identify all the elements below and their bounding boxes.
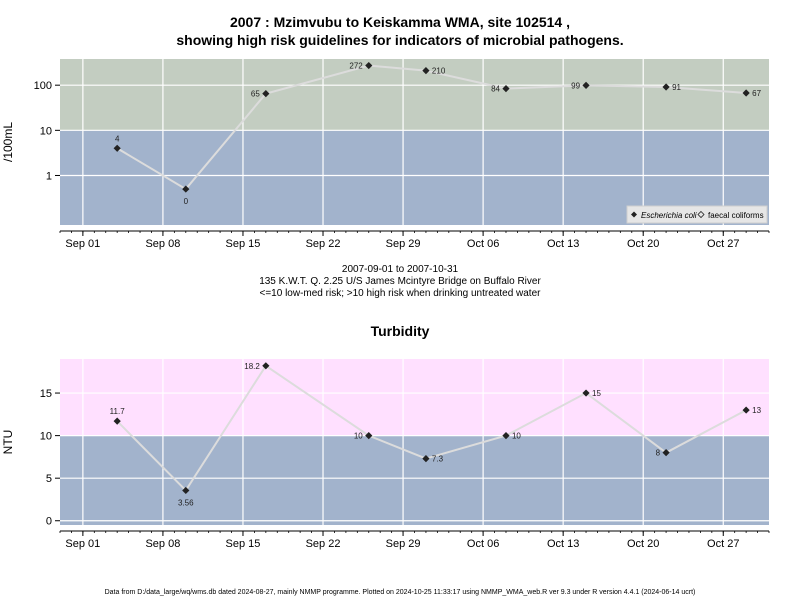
panel2-data-label: 8: [656, 449, 661, 458]
panel1-data-label: 272: [349, 62, 363, 71]
panel1-data-label: 0: [184, 197, 189, 206]
panel2-high-risk-band: [60, 359, 769, 436]
panel1-data-label: 4: [115, 134, 120, 143]
panel2-data-point: [662, 449, 670, 457]
panel1-ytick-label: 10: [40, 125, 52, 137]
legend-ecoli-marker: [631, 211, 637, 218]
panel2-ytick-label: 0: [46, 516, 52, 528]
panel1-high-risk-band: [60, 59, 769, 131]
panel1-ylabel: /100mL: [1, 122, 15, 162]
panel2-data-label: 15: [592, 389, 601, 398]
panel2-data-label: 10: [512, 432, 521, 441]
panel1-data-label: 84: [491, 85, 500, 94]
panel2-data-point: [742, 406, 750, 414]
panel2-xtick-label: Oct 06: [467, 538, 499, 550]
panel2-low-risk-band: [60, 435, 769, 525]
panel2-data-point: [502, 432, 510, 440]
panel2-xtick-label: Sep 08: [145, 538, 180, 550]
panel2-xtick-label: Sep 01: [65, 538, 100, 550]
chart-title-line1: 2007 : Mzimvubu to Keiskamma WMA, site 1…: [229, 14, 570, 30]
panel1-xtick-label: Sep 01: [65, 238, 100, 250]
panel1-data-point: [262, 90, 270, 98]
panel1-data-point: [113, 144, 121, 152]
panel1-data-point: [742, 89, 750, 97]
panel2-ytick-label: 15: [40, 388, 52, 400]
panel1-xtick-label: Sep 22: [306, 238, 341, 250]
panel2-xtick-label: Sep 29: [386, 538, 421, 550]
panel1-xtick-label: Sep 29: [386, 238, 421, 250]
panel2-data-label: 7.3: [432, 455, 444, 464]
panel2-xtick-label: Oct 13: [547, 538, 579, 550]
panel2-xtick-label: Oct 27: [707, 538, 739, 550]
chart-title-line2: showing high risk guidelines for indicat…: [176, 32, 624, 48]
panel1-data-label: 210: [432, 67, 446, 76]
panel2-data-point: [582, 389, 590, 397]
panel1-data-point: [502, 84, 510, 93]
panel1-data-point: [582, 81, 590, 89]
panel1-data-point: [365, 61, 373, 70]
risk-caption: <=10 low-med risk; >10 high risk when dr…: [259, 288, 541, 299]
panel1-data-point: [422, 67, 430, 75]
panel2-ytick-label: 10: [40, 431, 52, 443]
panel1-xtick-label: Sep 08: [145, 238, 180, 250]
panel2-data-point: [262, 362, 270, 370]
data-source-footer: Data from D:/data_large/wq/wms.db dated …: [104, 589, 696, 596]
panel1-data-label: 67: [752, 89, 761, 98]
legend-faecal-label: faecal coliforms: [708, 211, 764, 220]
panel2-data-label: 3.56: [178, 498, 194, 507]
legend-box: [626, 205, 768, 224]
panel2-data-point: [182, 486, 190, 495]
panel2-ytick-label: 5: [46, 473, 52, 485]
panel1-xtick-label: Oct 20: [627, 238, 659, 250]
panel2-data-label: 10: [354, 432, 363, 441]
date-range-caption: 2007-09-01 to 2007-10-31: [341, 264, 459, 275]
panel1-data-point: [182, 185, 190, 193]
panel2-data-label: 11.7: [110, 407, 126, 416]
panel2-data-label: 18.2: [244, 362, 260, 371]
panel1-xtick-label: Oct 27: [707, 238, 739, 250]
panel1-ytick-label: 1: [46, 170, 52, 182]
panel1-data-point: [662, 83, 670, 91]
panel2-data-point: [422, 455, 430, 463]
legend-faecal-marker: [697, 210, 705, 219]
panel1-data-label: 65: [251, 90, 260, 99]
panel1-data-label: 99: [571, 81, 580, 90]
site-caption: 135 K.W.T. Q. 2.25 U/S James Mcintyre Br…: [259, 276, 541, 287]
panel2-data-point: [365, 432, 373, 440]
panel1-xtick-label: Oct 06: [467, 238, 499, 250]
panel2-data-point: [113, 417, 121, 425]
panel2-xtick-label: Sep 15: [226, 538, 261, 550]
panel2-xtick-label: Sep 22: [306, 538, 341, 550]
panel1-xtick-label: Oct 13: [547, 238, 579, 250]
panel2-ylabel: NTU: [1, 430, 15, 455]
turbidity-title: Turbidity: [370, 323, 430, 339]
panel2-data-label: 13: [752, 406, 761, 415]
legend-ecoli-label: Escherichia coli: [641, 211, 697, 220]
panel2-xtick-label: Oct 20: [627, 538, 659, 550]
panel1-data-label: 91: [672, 83, 681, 92]
panel1-xtick-label: Sep 15: [226, 238, 261, 250]
panel1-ytick-label: 100: [34, 80, 52, 92]
